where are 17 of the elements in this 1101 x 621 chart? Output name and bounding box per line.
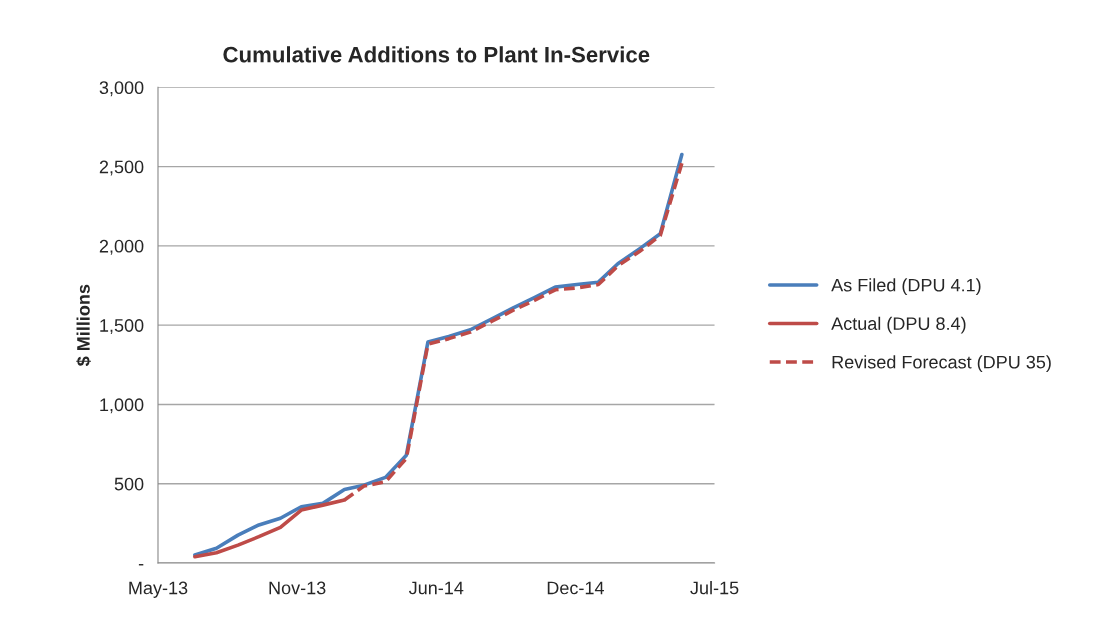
x-tick-label: May-13 [129,581,188,598]
legend-label: As Filed (DPU 4.1) [831,278,981,296]
y-tick-label: 1,500 [100,319,144,335]
y-tick-label: 2,000 [99,239,144,255]
x-tick-label: Dec-14 [547,581,604,595]
y-tick-label: 2,500 [99,160,144,176]
x-tick-label: Jun-14 [408,581,464,595]
y-axis-title: $ Millions [76,284,91,367]
y-tick-label: 1,000 [100,398,144,414]
y-tick-label: - [138,564,144,566]
legend-label: Actual (DPU 8.4) [831,316,966,334]
x-tick-label: Nov-13 [269,581,326,595]
y-tick-label: 3,000 [99,81,144,97]
legend-label: Revised Forecast (DPU 35) [832,355,1051,373]
chart-title: Cumulative Additions to Plant In-Service [223,46,650,63]
y-tick-label: 500 [114,477,144,491]
x-tick-label: Jul-15 [690,581,739,595]
